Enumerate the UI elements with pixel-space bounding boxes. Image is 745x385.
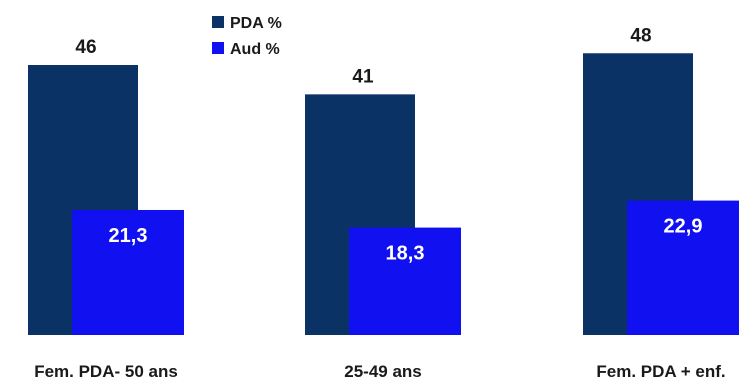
category-label: Fem. PDA- 50 ans	[34, 362, 178, 381]
legend-label: Aud %	[230, 41, 280, 58]
bar-value-label: 22,9	[664, 216, 703, 238]
bar-value-label: 21,3	[109, 225, 148, 247]
category-label: Fem. PDA + enf.	[596, 362, 725, 381]
bar-value-label: 48	[630, 25, 651, 46]
bar-series-2-2	[349, 227, 461, 335]
bar-value-label: 41	[352, 66, 374, 87]
legend: PDA % Aud %	[212, 15, 282, 58]
bar-series-2-3	[627, 200, 739, 335]
category-labels: Fem. PDA- 50 ans 25-49 ans Fem. PDA + enf.	[34, 362, 725, 381]
bar-value-labels: 46 21,3 41 18,3 48 22,9	[75, 25, 702, 264]
bar-value-label: 46	[75, 37, 96, 58]
bar-value-label: 18,3	[386, 243, 425, 265]
bar-series-2-1	[72, 209, 184, 335]
legend-label: PDA %	[230, 15, 282, 32]
legend-swatch	[212, 16, 224, 28]
legend-swatch	[212, 42, 224, 54]
category-label: 25-49 ans	[344, 362, 422, 381]
bars	[28, 53, 739, 336]
